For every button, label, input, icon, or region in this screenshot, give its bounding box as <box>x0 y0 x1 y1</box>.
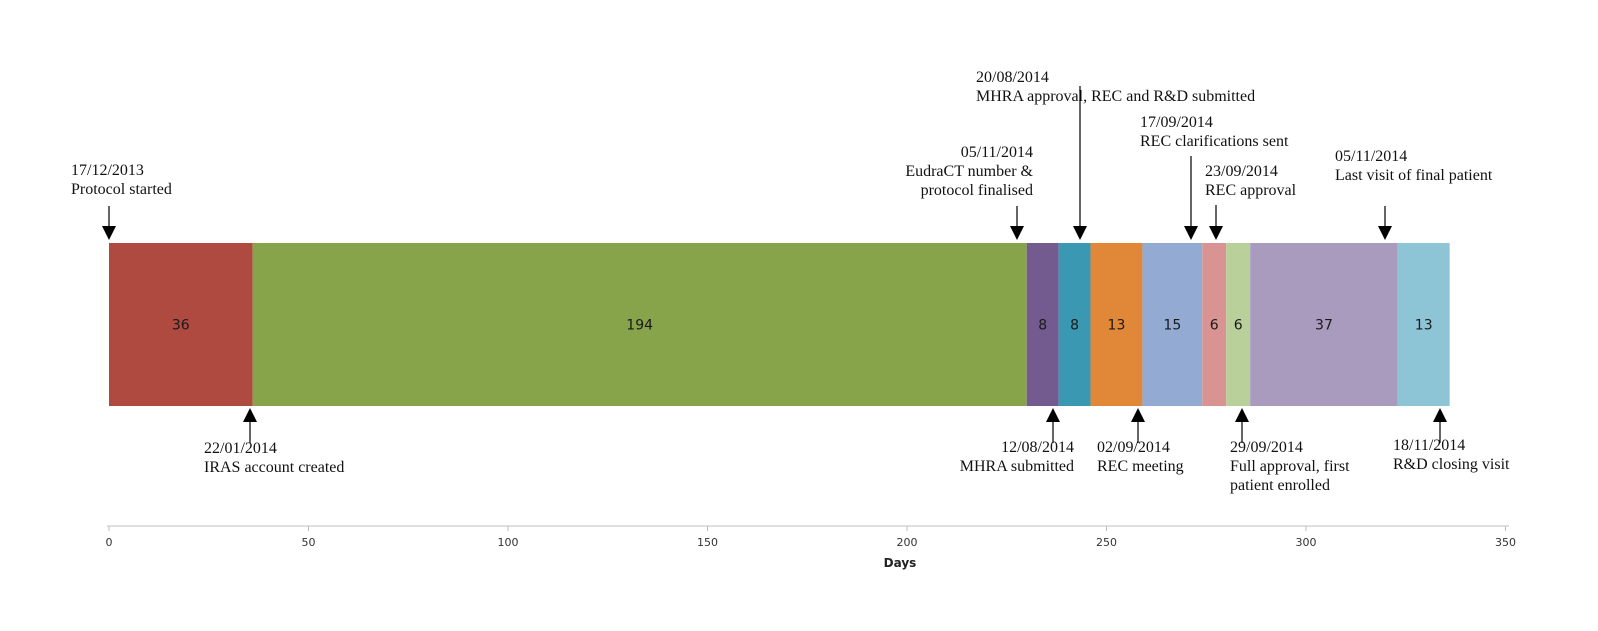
annotation-eudract-line-3: protocol finalised <box>921 182 1033 199</box>
annotation-rec-clarifications-line-1: 17/09/2014 <box>1140 114 1213 131</box>
bar-segment-1 <box>109 243 253 406</box>
x-tick-label-200: 200 <box>897 536 918 549</box>
segment-labels: 36 194 8 8 13 15 6 6 37 13 <box>172 318 1433 334</box>
x-tick-label-0: 0 <box>106 536 113 549</box>
annotation-mhra-approval-line-1: 20/08/2014 <box>976 69 1049 86</box>
x-tick-label-50: 50 <box>302 536 316 549</box>
annotation-full-approval-line-1: 29/09/2014 <box>1230 439 1303 456</box>
annotation-rd-closing: 18/11/2014 R&D closing visit <box>1393 408 1510 473</box>
bar-segment-2 <box>252 243 1027 406</box>
annotation-rec-clarifications-line-2: REC clarifications sent <box>1140 133 1289 150</box>
bar-segment-8 <box>1226 243 1251 406</box>
annotation-eudract-line-2: EudraCT number & <box>905 163 1033 180</box>
annotation-protocol-started: 17/12/2013 Protocol started <box>71 162 172 240</box>
annotation-mhra-approval: 20/08/2014 MHRA approval, REC and R&D sub… <box>976 69 1255 240</box>
x-tick-label-100: 100 <box>498 536 519 549</box>
annotation-protocol-started-arrow-head <box>102 226 116 240</box>
annotation-full-approval-line-2: Full approval, first <box>1230 458 1350 475</box>
segment-label-8: 6 <box>1234 318 1243 334</box>
bar-segment-4 <box>1058 243 1091 406</box>
annotation-iras-account-line-1: 22/01/2014 <box>204 440 277 457</box>
bar-segment-5 <box>1090 243 1143 406</box>
x-axis-ticks: 0 50 100 150 200 250 300 350 <box>106 526 1516 549</box>
annotation-rec-meeting-line-2: REC meeting <box>1097 458 1184 475</box>
x-tick-label-300: 300 <box>1296 536 1317 549</box>
bar-segment-3 <box>1026 243 1059 406</box>
annotation-eudract-arrow-head <box>1010 226 1024 240</box>
annotation-last-visit-arrow-head <box>1378 226 1392 240</box>
annotation-rec-approval-line-1: 23/09/2014 <box>1205 163 1278 180</box>
annotation-full-approval-line-3: patient enrolled <box>1230 477 1330 494</box>
annotation-mhra-approval-arrow-head <box>1073 226 1087 240</box>
annotation-mhra-submitted-arrow-head <box>1046 408 1060 422</box>
bar-segment-7 <box>1202 243 1227 406</box>
stacked-bar <box>109 243 1450 406</box>
segment-label-9: 37 <box>1315 318 1333 334</box>
annotation-rec-clarifications-arrow-head <box>1184 226 1198 240</box>
annotation-rec-approval-line-2: REC approval <box>1205 182 1297 199</box>
annotation-protocol-started-line-1: 17/12/2013 <box>71 162 144 179</box>
segment-label-1: 36 <box>172 318 190 334</box>
x-tick-label-150: 150 <box>697 536 718 549</box>
annotation-protocol-started-line-2: Protocol started <box>71 181 172 198</box>
bar-segment-10 <box>1397 243 1450 406</box>
milestone-annotations: 17/12/2013 Protocol started 05/11/2014 Eudr… <box>71 69 1510 494</box>
annotation-iras-account: 22/01/2014 IRAS account created <box>204 408 344 476</box>
annotation-mhra-submitted-line-1: 12/08/2014 <box>1001 439 1074 456</box>
annotation-rd-closing-arrow-head <box>1433 408 1447 422</box>
annotation-full-approval-arrow-head <box>1235 408 1249 422</box>
annotation-rd-closing-line-1: 18/11/2014 <box>1393 437 1465 454</box>
annotation-last-visit-line-1: 05/11/2014 <box>1335 148 1407 165</box>
annotation-rec-clarifications: 17/09/2014 REC clarifications sent <box>1140 114 1289 240</box>
annotation-last-visit: 05/11/2014 Last visit of final patient <box>1335 148 1493 240</box>
x-tick-label-250: 250 <box>1096 536 1117 549</box>
annotation-full-approval: 29/09/2014 Full approval, first patient en… <box>1230 408 1350 494</box>
x-axis-title: Days <box>884 556 917 570</box>
annotation-mhra-approval-line-2: MHRA approval, REC and R&D submitted <box>976 88 1255 105</box>
annotation-rec-approval-arrow-head <box>1209 226 1223 240</box>
segment-label-3: 8 <box>1038 318 1047 334</box>
segment-label-10: 13 <box>1415 318 1433 334</box>
segment-label-4: 8 <box>1070 318 1079 334</box>
annotation-iras-account-line-2: IRAS account created <box>204 459 344 476</box>
annotation-rec-meeting: 02/09/2014 REC meeting <box>1097 408 1184 475</box>
annotation-iras-account-arrow-head <box>243 408 257 422</box>
annotation-mhra-submitted: 12/08/2014 MHRA submitted <box>960 408 1074 475</box>
annotation-rec-approval: 23/09/2014 REC approval <box>1205 163 1297 240</box>
annotation-eudract: 05/11/2014 EudraCT number & protocol final… <box>905 144 1034 240</box>
annotation-rec-meeting-arrow-head <box>1131 408 1145 422</box>
annotation-eudract-line-1: 05/11/2014 <box>961 144 1033 161</box>
annotation-last-visit-line-2: Last visit of final patient <box>1335 167 1493 184</box>
segment-label-6: 15 <box>1163 318 1181 334</box>
x-tick-label-350: 350 <box>1495 536 1516 549</box>
segment-label-2: 194 <box>626 318 653 334</box>
annotation-rec-meeting-line-1: 02/09/2014 <box>1097 439 1170 456</box>
bar-segment-9 <box>1250 243 1398 406</box>
annotation-rd-closing-line-2: R&D closing visit <box>1393 456 1510 473</box>
annotation-mhra-submitted-line-2: MHRA submitted <box>960 458 1074 475</box>
segment-label-7: 6 <box>1210 318 1219 334</box>
bar-segment-6 <box>1142 243 1203 406</box>
segment-label-5: 13 <box>1108 318 1126 334</box>
